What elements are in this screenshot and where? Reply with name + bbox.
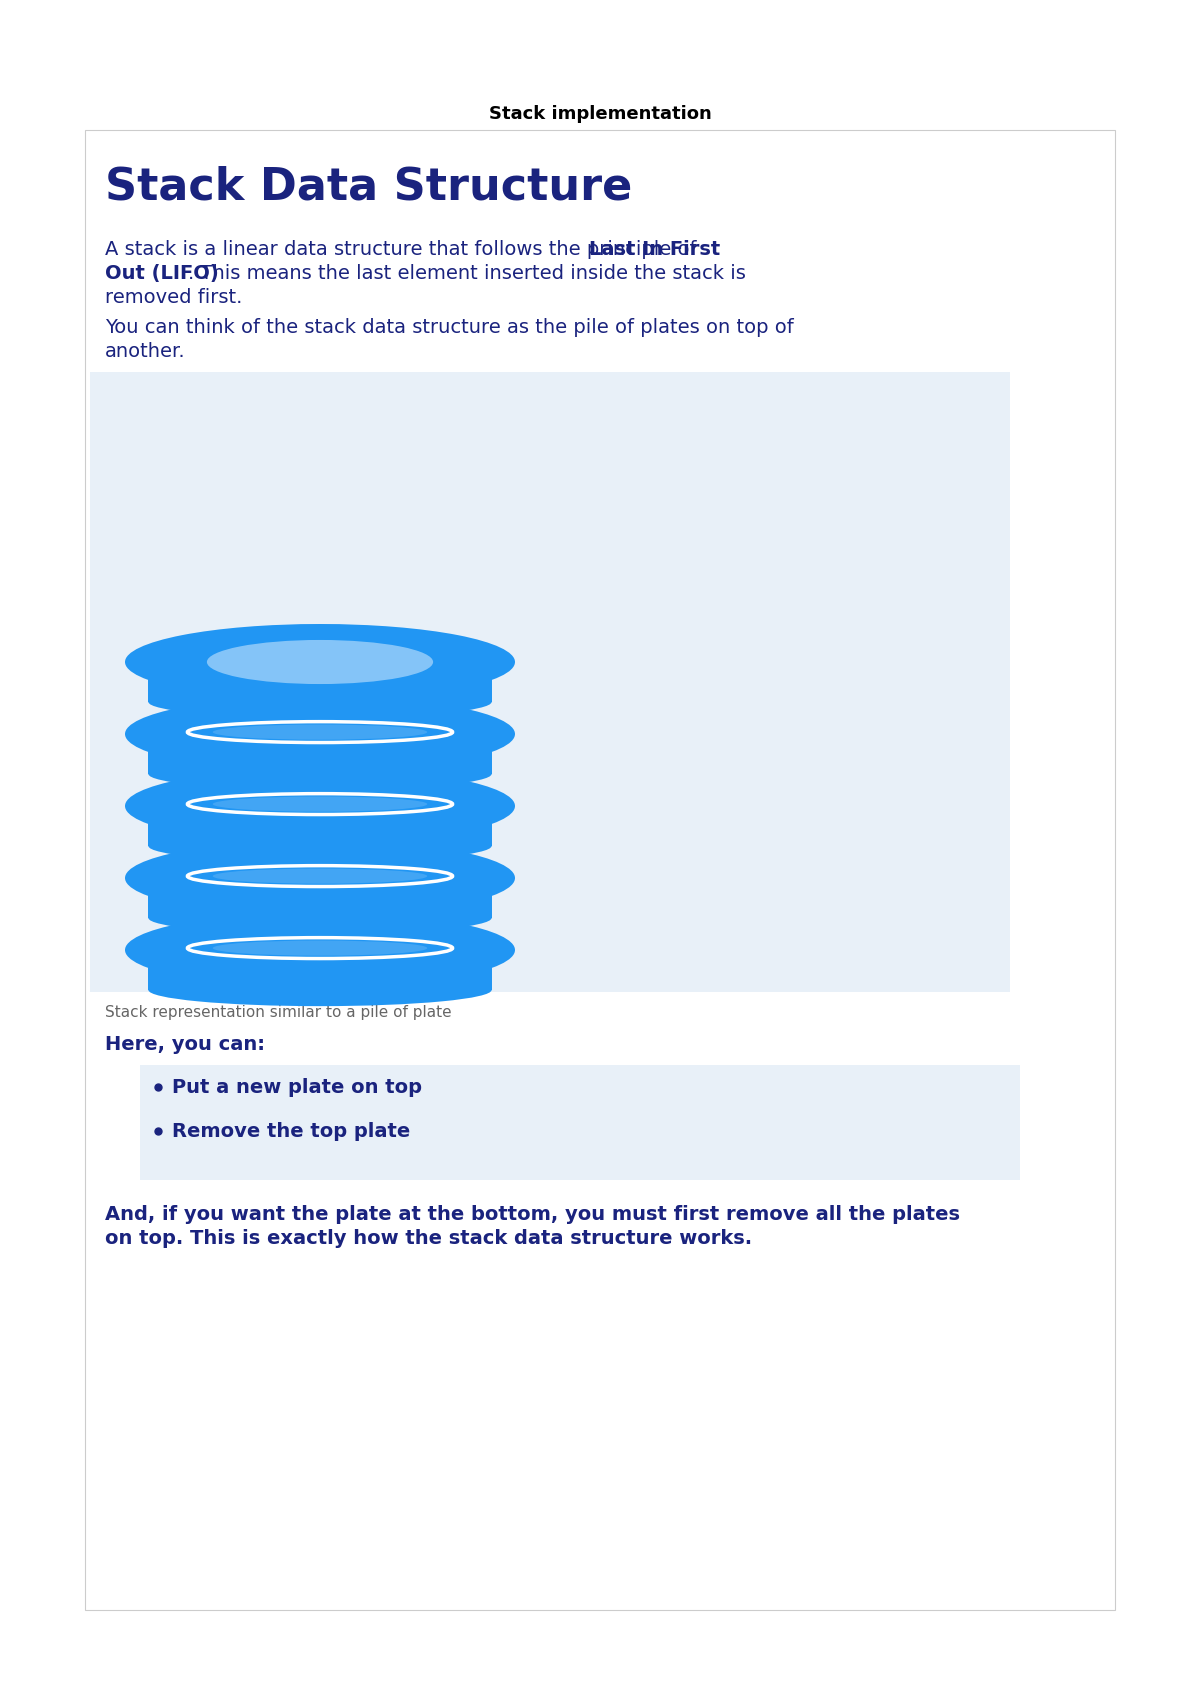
Text: on top. This is exactly how the stack data structure works.: on top. This is exactly how the stack da… <box>106 1229 752 1248</box>
Text: And, if you want the plate at the bottom, you must first remove all the plates: And, if you want the plate at the bottom… <box>106 1206 960 1224</box>
Ellipse shape <box>160 942 480 976</box>
Ellipse shape <box>212 941 427 956</box>
Text: A stack is a linear data structure that follows the principle of: A stack is a linear data structure that … <box>106 239 703 260</box>
Text: Stack implementation: Stack implementation <box>488 105 712 122</box>
Ellipse shape <box>149 830 492 863</box>
Ellipse shape <box>149 902 492 934</box>
Bar <box>149 662 492 701</box>
Text: You can think of the stack data structure as the pile of plates on top of: You can think of the stack data structur… <box>106 318 793 336</box>
Ellipse shape <box>149 975 492 1007</box>
Text: Put a new plate on top: Put a new plate on top <box>172 1078 422 1097</box>
Text: Stack Data Structure: Stack Data Structure <box>106 165 632 207</box>
Ellipse shape <box>125 623 515 700</box>
Ellipse shape <box>125 912 515 988</box>
Ellipse shape <box>212 725 427 740</box>
Text: Stack representation similar to a pile of plate: Stack representation similar to a pile o… <box>106 1005 451 1020</box>
Ellipse shape <box>125 767 515 844</box>
Ellipse shape <box>125 696 515 773</box>
Ellipse shape <box>125 841 515 915</box>
Text: Remove the top plate: Remove the top plate <box>172 1122 410 1141</box>
Ellipse shape <box>212 868 427 883</box>
Text: Out (LIFO): Out (LIFO) <box>106 263 218 284</box>
Text: Last In First: Last In First <box>589 239 720 260</box>
Ellipse shape <box>212 796 427 812</box>
Text: removed first.: removed first. <box>106 289 242 307</box>
FancyBboxPatch shape <box>140 1065 1020 1180</box>
Ellipse shape <box>149 757 492 790</box>
Bar <box>149 949 492 990</box>
FancyBboxPatch shape <box>85 131 1115 1610</box>
Text: Here, you can:: Here, you can: <box>106 1036 265 1054</box>
Text: . This means the last element inserted inside the stack is: . This means the last element inserted i… <box>188 263 746 284</box>
FancyBboxPatch shape <box>90 372 1010 992</box>
Ellipse shape <box>206 640 433 684</box>
Bar <box>149 878 492 919</box>
Bar <box>149 807 492 846</box>
Text: another.: another. <box>106 341 186 362</box>
Ellipse shape <box>149 686 492 718</box>
Bar <box>149 734 492 774</box>
